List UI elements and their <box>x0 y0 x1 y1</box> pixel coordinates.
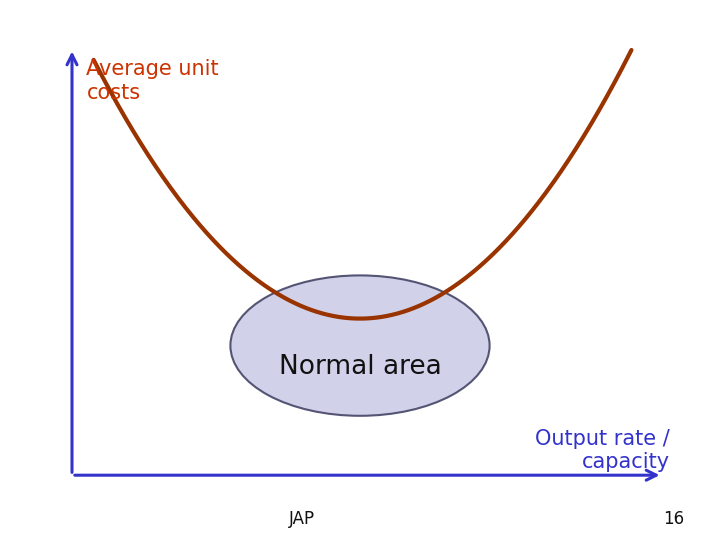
Text: Output rate /
capacity: Output rate / capacity <box>535 429 670 472</box>
Text: JAP: JAP <box>289 510 315 528</box>
Text: Normal area: Normal area <box>279 354 441 380</box>
Text: 16: 16 <box>663 510 684 528</box>
Text: Average unit
costs: Average unit costs <box>86 59 219 103</box>
Ellipse shape <box>230 275 490 416</box>
